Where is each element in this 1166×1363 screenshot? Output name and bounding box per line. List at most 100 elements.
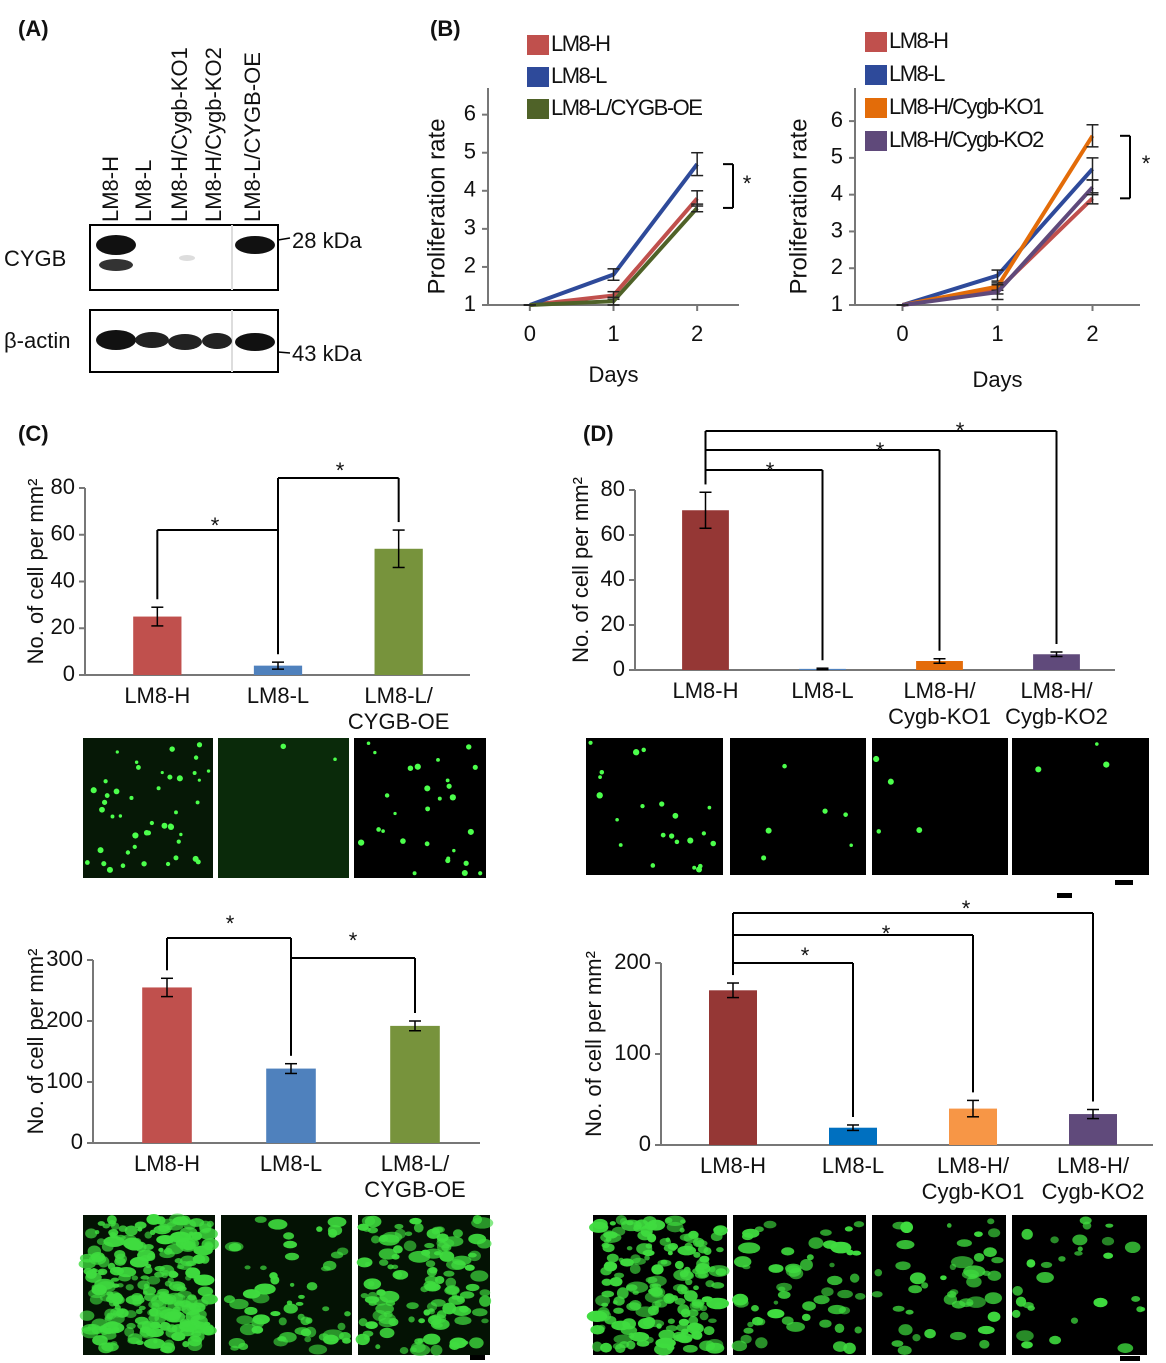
cell xyxy=(674,1260,684,1270)
cell xyxy=(679,1233,694,1242)
cell xyxy=(469,1337,484,1349)
cell xyxy=(1021,1228,1033,1240)
bar xyxy=(829,1127,877,1145)
cell xyxy=(169,1231,191,1243)
cell xyxy=(660,832,666,838)
cell xyxy=(187,1294,197,1301)
cell xyxy=(891,1340,904,1347)
bar xyxy=(916,661,963,670)
cell xyxy=(155,1216,166,1225)
cell xyxy=(1082,1221,1092,1230)
scale-bar xyxy=(470,1355,485,1360)
cell xyxy=(188,1218,205,1227)
cell xyxy=(710,1232,723,1242)
cell xyxy=(176,839,181,844)
bar xyxy=(142,987,192,1143)
bar xyxy=(253,665,303,675)
cell xyxy=(647,1233,657,1243)
cell xyxy=(637,1318,655,1330)
cell xyxy=(618,843,623,847)
x-tick-label: LM8-H/ xyxy=(937,1153,1010,1178)
cell xyxy=(644,1255,650,1261)
cell xyxy=(689,1300,704,1312)
cell xyxy=(699,1255,710,1263)
cell xyxy=(635,1306,656,1318)
cell xyxy=(829,1262,835,1268)
cell xyxy=(596,792,603,799)
cell xyxy=(168,1271,179,1278)
bar xyxy=(709,990,757,1145)
cell xyxy=(165,1243,184,1255)
cell xyxy=(714,1302,724,1308)
cell xyxy=(90,787,97,794)
cell xyxy=(466,744,472,750)
cell xyxy=(463,860,469,866)
cell xyxy=(143,829,150,836)
cell xyxy=(125,850,131,855)
cell xyxy=(454,1316,472,1325)
cell xyxy=(394,1223,404,1230)
cell xyxy=(595,1295,611,1307)
cell xyxy=(682,1344,698,1353)
cell xyxy=(701,831,707,836)
cell xyxy=(91,1268,99,1273)
cell xyxy=(715,1268,727,1276)
cell xyxy=(185,1275,192,1281)
y-axis-label: No. of cell per mm² xyxy=(23,949,48,1135)
cell xyxy=(134,760,139,764)
cell xyxy=(605,1236,612,1242)
cell xyxy=(781,1316,794,1325)
y-tick-label: 60 xyxy=(601,521,625,546)
cell xyxy=(239,1323,258,1336)
cell xyxy=(635,1219,649,1229)
cell xyxy=(711,1282,725,1289)
cell xyxy=(459,1305,469,1313)
cell xyxy=(161,1272,168,1279)
cell xyxy=(192,1254,206,1265)
cell xyxy=(409,1217,422,1225)
cell xyxy=(410,1342,426,1353)
cell xyxy=(378,1248,398,1260)
cell xyxy=(984,1292,1002,1305)
cell xyxy=(125,1284,134,1291)
cell xyxy=(110,814,115,819)
cell xyxy=(297,1313,305,1321)
cell xyxy=(1049,1335,1062,1345)
cell xyxy=(112,1267,123,1273)
cell xyxy=(140,1326,151,1333)
cell xyxy=(198,1227,218,1240)
cell xyxy=(853,1221,865,1228)
x-tick-label: LM8-H xyxy=(700,1153,766,1178)
cell xyxy=(692,865,697,870)
cell xyxy=(94,1278,115,1290)
cell xyxy=(206,769,211,773)
cell xyxy=(252,1293,270,1304)
cell xyxy=(244,1306,258,1316)
protein-label: CYGB xyxy=(4,246,66,271)
cell xyxy=(849,1273,860,1283)
cell xyxy=(437,796,442,801)
legend-swatch xyxy=(527,35,549,55)
y-tick-label: 1 xyxy=(831,291,843,316)
cell xyxy=(431,1227,440,1235)
significance: * xyxy=(211,513,220,538)
cell xyxy=(436,1233,449,1242)
cell xyxy=(106,1320,119,1329)
cell xyxy=(947,1290,957,1298)
x-tick-label: LM8-H/ xyxy=(903,678,976,703)
legend-swatch xyxy=(865,131,887,151)
cell xyxy=(129,1256,149,1268)
cell xyxy=(820,1229,832,1236)
cell xyxy=(129,795,134,801)
cell xyxy=(125,1239,144,1251)
cell xyxy=(896,1240,915,1250)
y-tick-label: 40 xyxy=(601,566,625,591)
cell xyxy=(114,1257,126,1266)
cell xyxy=(308,1344,328,1355)
micrograph xyxy=(872,738,1008,875)
cell xyxy=(124,1225,138,1237)
cell xyxy=(680,1286,689,1294)
cell xyxy=(754,1226,764,1233)
cell xyxy=(1074,1251,1083,1256)
significance: * xyxy=(349,928,358,953)
